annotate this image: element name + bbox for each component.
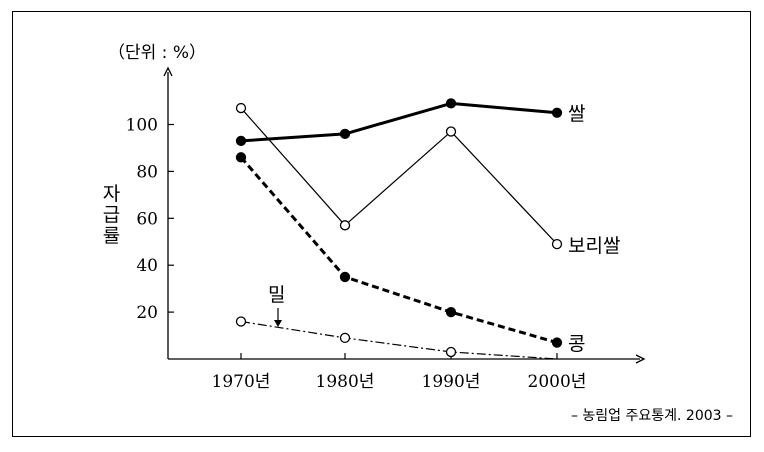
- data-point: [445, 306, 457, 318]
- y-ticks: 20 40 60 80 100: [126, 116, 174, 323]
- wheat-pointer-arrowhead: [274, 320, 282, 327]
- data-point: [339, 332, 351, 344]
- x-tick-label: 2000년: [528, 372, 587, 392]
- data-point: [235, 152, 247, 163]
- y-axis-arrowhead: [163, 66, 173, 77]
- x-tick-label: 1990년: [422, 372, 481, 392]
- data-point: [551, 238, 563, 250]
- series-label: 쌀: [568, 103, 585, 125]
- series-line: [239, 156, 558, 345]
- x-axis-arrowhead: [635, 354, 646, 364]
- x-ticks: 1970년 1980년 1990년 2000년: [212, 353, 587, 392]
- data-point: [551, 107, 563, 118]
- series-label: 보리쌀: [568, 235, 620, 257]
- y-tick-label: 60: [136, 209, 158, 229]
- y-tick-label: 100: [126, 116, 158, 136]
- series-line: [240, 101, 558, 143]
- y-axis-title: 자급률: [99, 183, 121, 246]
- y-tick-label: 20: [136, 303, 158, 323]
- y-tick-label: 80: [136, 162, 158, 182]
- series-label: 밀: [268, 284, 285, 306]
- data-point: [339, 128, 351, 140]
- data-point: [235, 316, 247, 327]
- data-point: [235, 102, 247, 114]
- series-layer: [235, 98, 563, 360]
- axes: [163, 66, 646, 364]
- series-label: 콩: [568, 333, 585, 355]
- data-point: [445, 126, 457, 137]
- series-line: [240, 107, 558, 245]
- x-tick-label: 1970년: [212, 372, 271, 392]
- data-point: [339, 220, 351, 231]
- figure-border: [12, 11, 751, 437]
- series-line: [240, 320, 558, 360]
- data-point: [235, 135, 247, 147]
- y-tick-label: 40: [136, 256, 158, 276]
- data-point: [445, 346, 457, 358]
- data-point: [445, 98, 457, 109]
- data-point: [551, 337, 563, 348]
- data-point: [339, 271, 351, 283]
- source-note: – 농림업 주요통계. 2003 –: [571, 408, 733, 424]
- x-tick-label: 1980년: [316, 372, 375, 392]
- unit-label: （단위 : %）: [108, 43, 206, 63]
